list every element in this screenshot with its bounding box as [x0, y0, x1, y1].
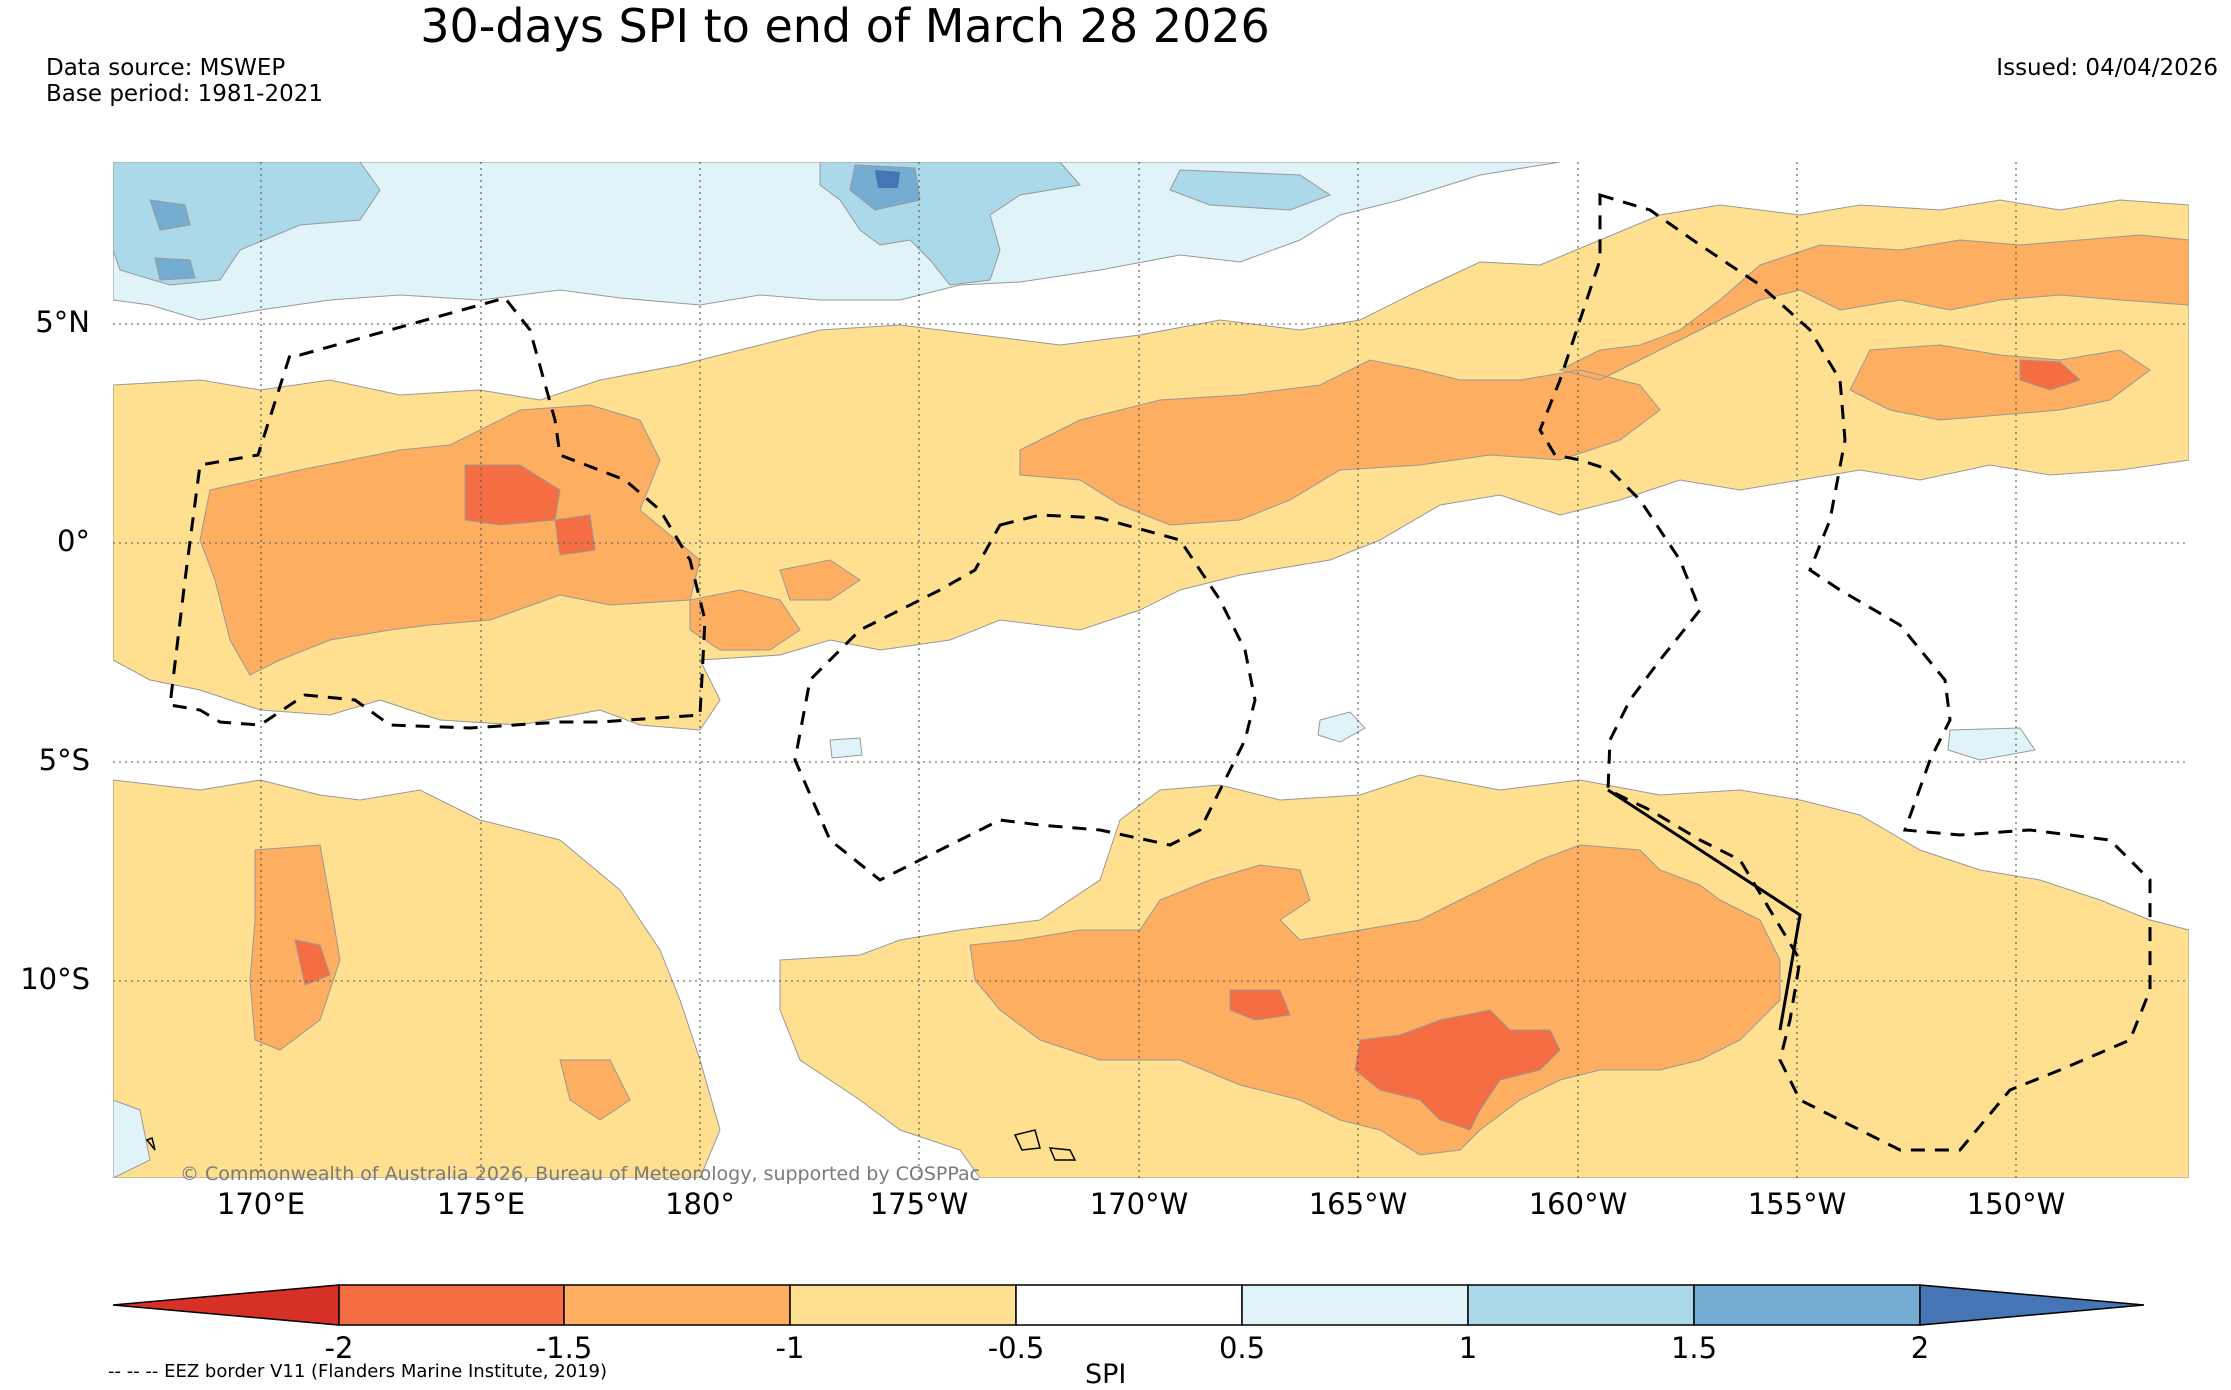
colorbar-segment	[1693, 1284, 1921, 1326]
lon-label-175w: 175°W	[869, 1187, 969, 1221]
colorbar-tick: -2	[324, 1331, 354, 1365]
eez-border-kiribati-gilbert	[168, 296, 707, 730]
eez-legend-note: -- -- -- EEZ border V11 (Flanders Marine…	[108, 1361, 608, 1382]
island-outlines	[145, 1129, 1077, 1161]
dry-region-south-severe	[294, 939, 1561, 1131]
colorbar	[112, 1284, 2145, 1326]
data-source: Data source: MSWEP	[46, 55, 286, 81]
colorbar-title: SPI	[1085, 1359, 1127, 1390]
colorbar-segment	[1015, 1284, 1243, 1326]
lon-label-150w: 150°W	[1966, 1187, 2066, 1221]
lon-label-180: 180°	[665, 1187, 735, 1221]
map-gridlines	[113, 162, 2189, 1178]
copyright-notice: © Commonwealth of Australia 2026, Bureau…	[180, 1163, 981, 1185]
lat-label-5s: 5°S	[38, 743, 90, 777]
dry-region-north-moderate	[199, 234, 2189, 676]
eez-borders	[168, 192, 2152, 1152]
lon-label-155w: 155°W	[1747, 1187, 1847, 1221]
wet-region-north	[113, 162, 1561, 321]
wet-region-north-extreme	[875, 170, 900, 188]
colorbar-segment	[1241, 1284, 1469, 1326]
colorbar-tick: -1	[775, 1331, 805, 1365]
lon-label-170e: 170°E	[216, 1187, 306, 1221]
wet-region-north-severe	[149, 164, 921, 281]
colorbar-tick: -1.5	[535, 1331, 593, 1365]
base-period: Base period: 1981-2021	[46, 81, 324, 107]
lon-label-175e: 175°E	[436, 1187, 526, 1221]
lon-label-165w: 165°W	[1308, 1187, 1408, 1221]
colorbar-extend-low	[112, 1284, 340, 1326]
lon-label-160w: 160°W	[1528, 1187, 1628, 1221]
colorbar-segment	[563, 1284, 791, 1326]
colorbar-segment	[789, 1284, 1017, 1326]
colorbar-tick: 2	[1910, 1331, 1930, 1365]
lon-label-170w: 170°W	[1089, 1187, 1189, 1221]
lat-label-10s: 10°S	[20, 962, 90, 996]
eez-border-line-islands	[1538, 192, 2152, 1152]
colorbar-tick: 1	[1458, 1331, 1478, 1365]
colorbar-tick: -0.5	[987, 1331, 1045, 1365]
colorbar-tick: 0.5	[1218, 1331, 1266, 1365]
data-source-info: Data source: MSWEP Base period: 1981-202…	[46, 55, 323, 107]
colorbar-extend-high	[1919, 1284, 2145, 1326]
wet-region-north-moderate	[113, 162, 1332, 286]
lat-label-0: 0°	[57, 524, 90, 558]
colorbar-segment	[338, 1284, 565, 1326]
maritime-boundary-solid	[1607, 788, 1802, 1031]
colorbar-tick: 1.5	[1670, 1331, 1718, 1365]
map-title: 30-days SPI to end of March 28 2026	[420, 0, 1270, 53]
spi-shading	[113, 162, 2189, 1178]
colorbar-segment	[1467, 1284, 1695, 1326]
eez-border-tuvalu-tokelau	[793, 513, 1257, 882]
lat-label-5n: 5°N	[35, 305, 90, 339]
issued-date: Issued: 04/04/2026	[1996, 55, 2218, 81]
wet-spot-equator	[113, 711, 2036, 1178]
